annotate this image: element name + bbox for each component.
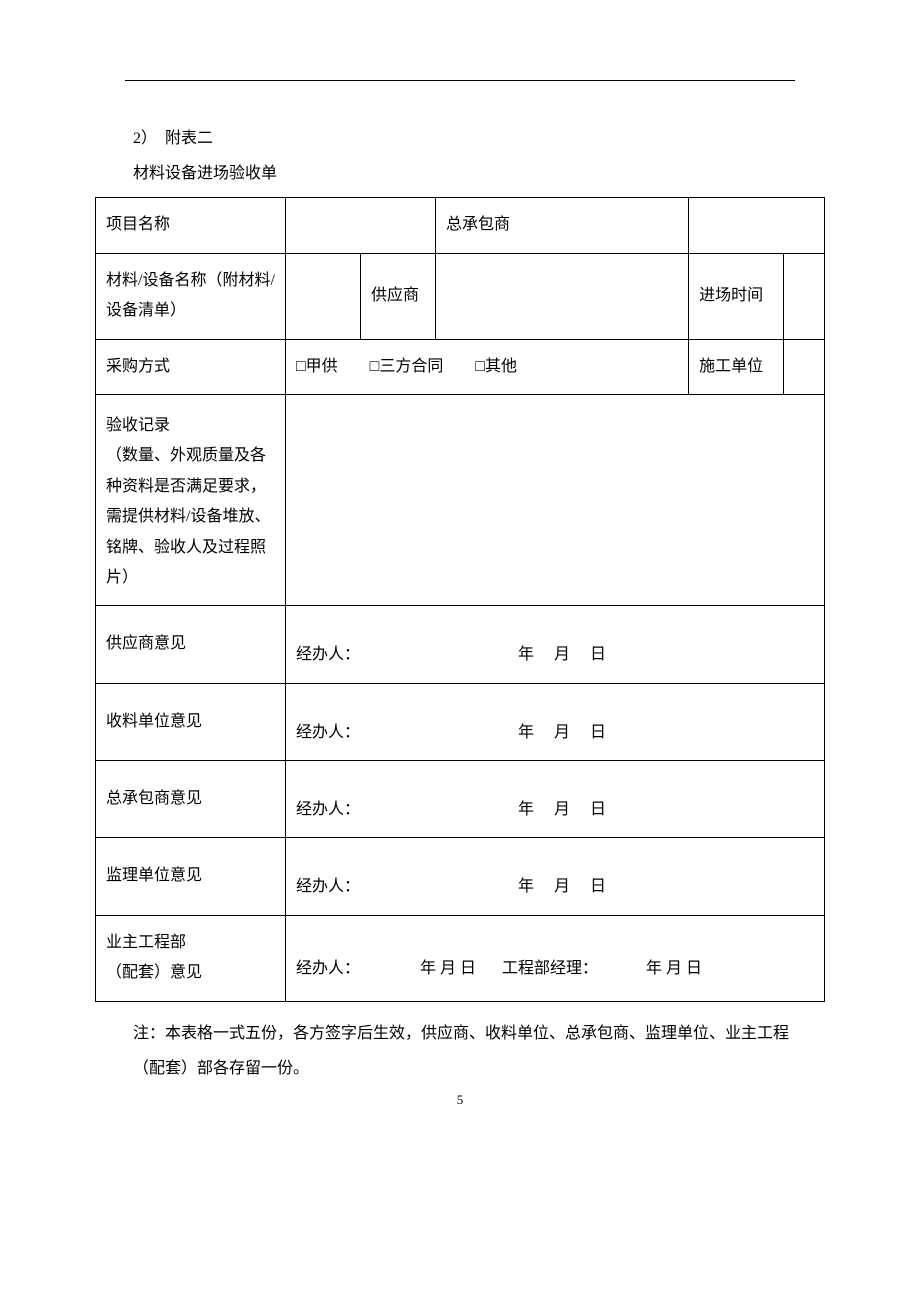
label-supplier: 供应商	[361, 253, 436, 339]
row-contractor-opinion: 总承包商意见 经办人： 年 月 日	[96, 761, 825, 838]
acceptance-form-table: 项目名称 总承包商 材料/设备名称（附材料/设备清单） 供应商 进场时间 采购方…	[95, 197, 825, 1001]
value-material-equipment	[286, 253, 361, 339]
row-supplier-opinion: 供应商意见 经办人： 年 月 日	[96, 606, 825, 683]
section-title: 附表二	[165, 130, 213, 147]
document-page: 2） 附表二 材料设备进场验收单 项目名称 总承包商 材料/设备名称（附材料/设…	[0, 0, 920, 1148]
value-construction-unit	[784, 339, 825, 394]
label-receiving-opinion: 收料单位意见	[96, 683, 286, 760]
label-material-equipment: 材料/设备名称（附材料/设备清单）	[96, 253, 286, 339]
value-owner-opinion: 经办人： 年 月 日 工程部经理： 年 月 日	[286, 915, 825, 1001]
handler-prefix: 经办人：	[296, 960, 360, 977]
row-procurement: 采购方式 □甲供 □三方合同 □其他 施工单位	[96, 339, 825, 394]
label-owner-opinion: 业主工程部 （配套）意见	[96, 915, 286, 1001]
label-supervisor-opinion: 监理单位意见	[96, 838, 286, 915]
row-receiving-opinion: 收料单位意见 经办人： 年 月 日	[96, 683, 825, 760]
date-ymd: 年 月 日	[518, 801, 606, 818]
value-supplier-opinion: 经办人： 年 月 日	[286, 606, 825, 683]
header-underline	[125, 80, 795, 81]
handler-prefix: 经办人：	[296, 801, 360, 818]
value-inspection-record	[286, 394, 825, 605]
form-title: 材料设备进场验收单	[133, 156, 825, 191]
label-entry-time: 进场时间	[689, 253, 784, 339]
label-procurement: 采购方式	[96, 339, 286, 394]
row-supervisor-opinion: 监理单位意见 经办人： 年 月 日	[96, 838, 825, 915]
row-inspection-record: 验收记录 （数量、外观质量及各种资料是否满足要求，需提供材料/设备堆放、铭牌、验…	[96, 394, 825, 605]
section-number: 2）	[133, 130, 157, 147]
procurement-options: □甲供 □三方合同 □其他	[286, 339, 689, 394]
date-ymd: 年 月 日	[518, 878, 606, 895]
value-receiving-opinion: 经办人： 年 月 日	[286, 683, 825, 760]
label-supplier-opinion: 供应商意见	[96, 606, 286, 683]
label-inspection-record: 验收记录 （数量、外观质量及各种资料是否满足要求，需提供材料/设备堆放、铭牌、验…	[96, 394, 286, 605]
value-contractor	[689, 198, 825, 253]
value-contractor-opinion: 经办人： 年 月 日	[286, 761, 825, 838]
value-supplier	[436, 253, 689, 339]
row-owner-opinion: 业主工程部 （配套）意见 经办人： 年 月 日 工程部经理： 年 月 日	[96, 915, 825, 1001]
date-short-ymd-2: 年 月 日	[646, 960, 702, 977]
handler-prefix: 经办人：	[296, 646, 360, 663]
page-number: 5	[95, 1092, 825, 1108]
label-construction-unit: 施工单位	[689, 339, 784, 394]
row-project: 项目名称 总承包商	[96, 198, 825, 253]
handler-prefix: 经办人：	[296, 878, 360, 895]
date-ymd: 年 月 日	[518, 724, 606, 741]
footnote-text: 注：本表格一式五份，各方签字后生效，供应商、收料单位、总承包商、监理单位、业主工…	[133, 1016, 805, 1086]
label-contractor-opinion: 总承包商意见	[96, 761, 286, 838]
value-supervisor-opinion: 经办人： 年 月 日	[286, 838, 825, 915]
date-ymd: 年 月 日	[518, 646, 606, 663]
value-project-name	[286, 198, 436, 253]
row-material: 材料/设备名称（附材料/设备清单） 供应商 进场时间	[96, 253, 825, 339]
date-short-ymd: 年 月 日	[420, 960, 476, 977]
label-project-name: 项目名称	[96, 198, 286, 253]
value-entry-time	[784, 253, 825, 339]
pm-prefix: 工程部经理：	[502, 960, 598, 977]
label-contractor: 总承包商	[436, 198, 689, 253]
section-heading: 2） 附表二	[133, 121, 825, 156]
handler-prefix: 经办人：	[296, 724, 360, 741]
